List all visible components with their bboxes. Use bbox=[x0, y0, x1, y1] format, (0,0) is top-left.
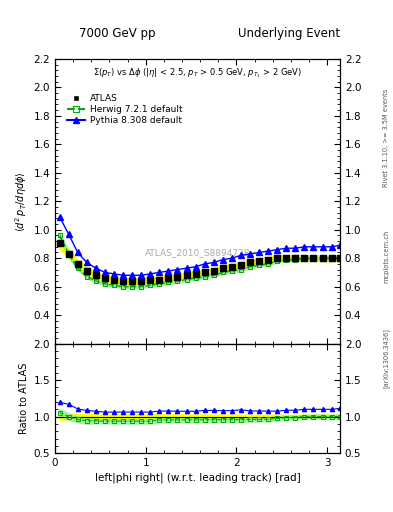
Text: 7000 GeV pp: 7000 GeV pp bbox=[79, 27, 155, 40]
Y-axis label: $\langle d^2\,p_T/d\eta d\phi\rangle$: $\langle d^2\,p_T/d\eta d\phi\rangle$ bbox=[14, 171, 29, 231]
Y-axis label: Ratio to ATLAS: Ratio to ATLAS bbox=[19, 362, 29, 434]
X-axis label: left|phi right| (w.r.t. leading track) [rad]: left|phi right| (w.r.t. leading track) [… bbox=[95, 472, 300, 483]
Text: [arXiv:1306.3436]: [arXiv:1306.3436] bbox=[382, 329, 389, 388]
Text: mcplots.cern.ch: mcplots.cern.ch bbox=[383, 229, 389, 283]
Text: ATLAS_2010_S8894728: ATLAS_2010_S8894728 bbox=[145, 248, 250, 257]
Legend: ATLAS, Herwig 7.2.1 default, Pythia 8.308 default: ATLAS, Herwig 7.2.1 default, Pythia 8.30… bbox=[65, 92, 184, 127]
Text: Underlying Event: Underlying Event bbox=[238, 27, 340, 40]
Text: $\Sigma(p_T)$ vs $\Delta\phi$ ($|\eta|$ < 2.5, $p_T$ > 0.5 GeV, $p_{T_1}$ > 2 Ge: $\Sigma(p_T)$ vs $\Delta\phi$ ($|\eta|$ … bbox=[93, 66, 302, 79]
Text: Rivet 3.1.10, >= 3.5M events: Rivet 3.1.10, >= 3.5M events bbox=[383, 89, 389, 187]
